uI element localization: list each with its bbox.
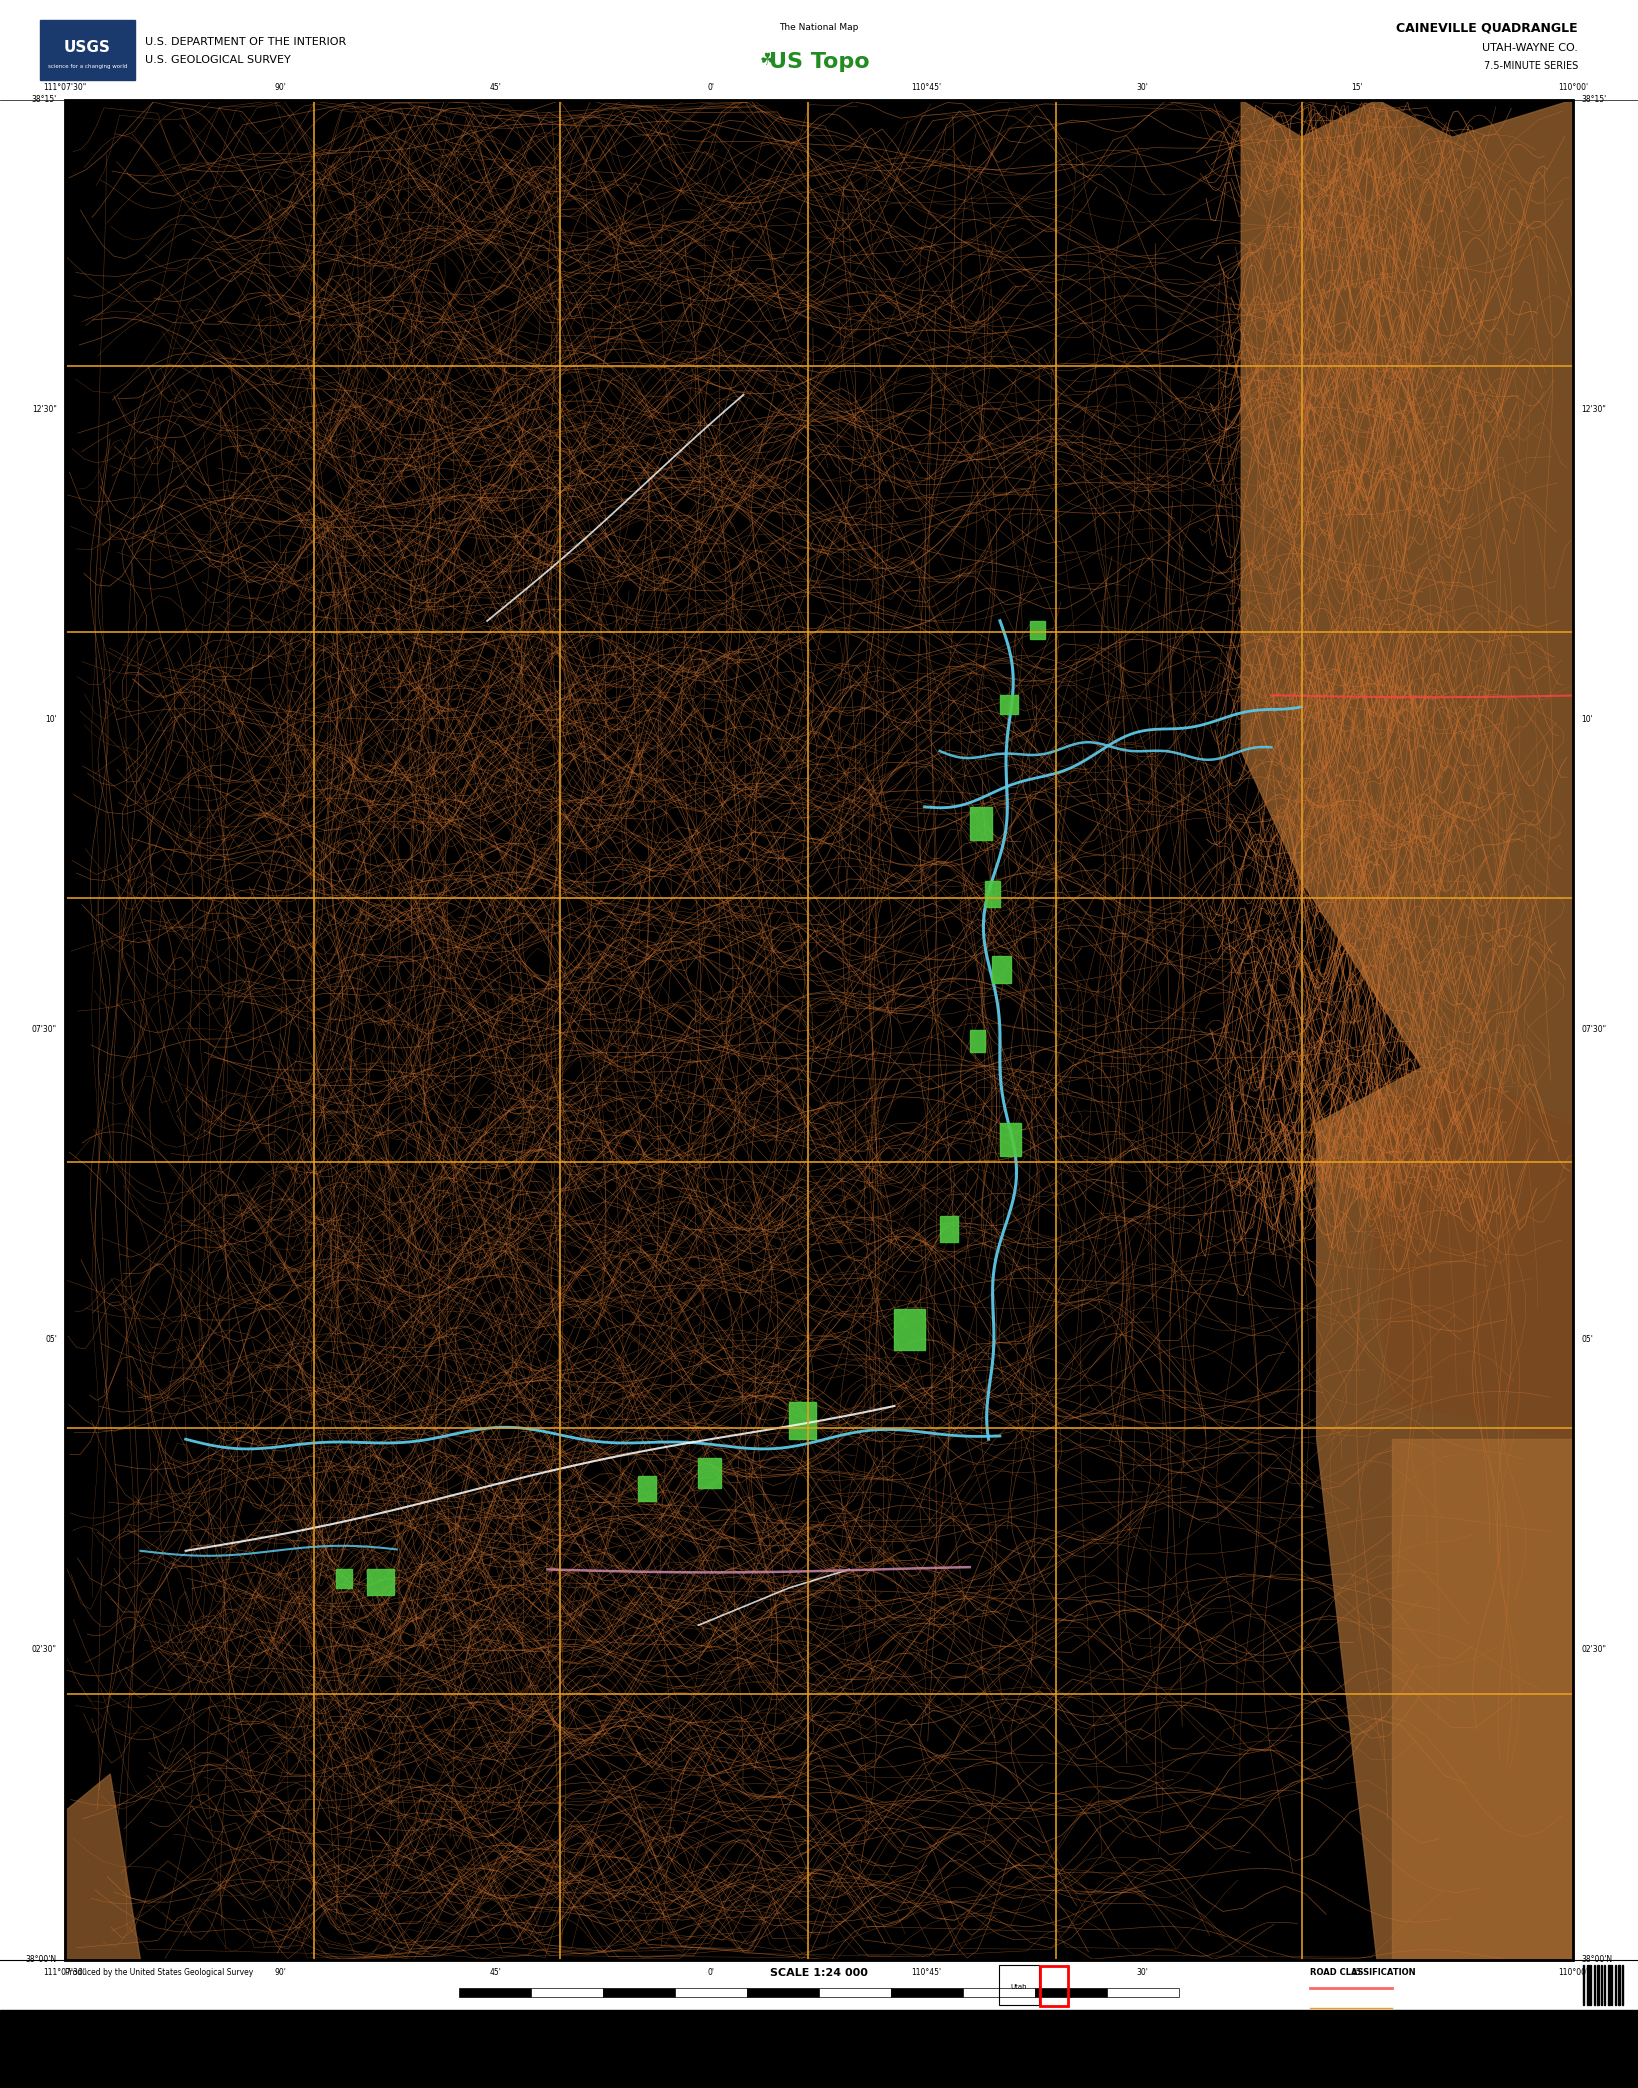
Text: 110°00': 110°00' xyxy=(1558,1969,1589,1977)
Text: 12'30": 12'30" xyxy=(1581,405,1605,416)
Text: 05': 05' xyxy=(46,1336,57,1345)
Text: 07'30": 07'30" xyxy=(1581,1025,1607,1034)
Bar xyxy=(39,21,134,79)
Bar xyxy=(940,1215,958,1242)
Text: science for a changing world: science for a changing world xyxy=(48,65,128,69)
Text: 110°45': 110°45' xyxy=(912,1969,942,1977)
Text: 111°07'30": 111°07'30" xyxy=(43,84,87,92)
Text: 38°00'N: 38°00'N xyxy=(1581,1956,1612,1965)
Bar xyxy=(336,1570,352,1589)
Text: 45': 45' xyxy=(490,84,501,92)
Polygon shape xyxy=(66,1775,141,1961)
Text: CAINEVILLE QUADRANGLE: CAINEVILLE QUADRANGLE xyxy=(1396,21,1577,35)
Text: 15': 15' xyxy=(1351,1969,1363,1977)
Bar xyxy=(603,1988,675,1996)
Bar xyxy=(790,1401,816,1439)
Bar xyxy=(970,806,993,839)
Polygon shape xyxy=(1242,100,1572,1123)
Text: 110°45': 110°45' xyxy=(912,84,942,92)
Bar xyxy=(891,1988,963,1996)
Text: 0': 0' xyxy=(708,84,714,92)
Polygon shape xyxy=(1361,1067,1572,1439)
Text: ☘: ☘ xyxy=(760,50,775,69)
Bar xyxy=(999,1965,1038,2004)
Text: US Topo: US Topo xyxy=(768,52,870,71)
Bar xyxy=(819,1988,891,1996)
Bar xyxy=(984,881,999,908)
Text: 111°07'30": 111°07'30" xyxy=(43,1969,87,1977)
Text: ROAD CLASSIFICATION: ROAD CLASSIFICATION xyxy=(1310,1969,1415,1977)
Bar xyxy=(999,1123,1020,1157)
Text: Utah: Utah xyxy=(1011,1984,1027,1990)
Text: U.S. GEOLOGICAL SURVEY: U.S. GEOLOGICAL SURVEY xyxy=(146,54,292,65)
Bar xyxy=(993,956,1011,983)
Text: U.S. DEPARTMENT OF THE INTERIOR: U.S. DEPARTMENT OF THE INTERIOR xyxy=(146,38,346,48)
Bar xyxy=(0,2011,1638,2088)
Text: 90': 90' xyxy=(275,1969,287,1977)
Polygon shape xyxy=(1317,1067,1572,1961)
Text: 110°00': 110°00' xyxy=(1558,84,1589,92)
Text: 10': 10' xyxy=(1581,716,1592,725)
Text: 02'30": 02'30" xyxy=(33,1645,57,1654)
Bar xyxy=(66,100,1572,1961)
Bar xyxy=(675,1988,747,1996)
Polygon shape xyxy=(1392,1439,1572,1961)
Text: Produced by the United States Geological Survey: Produced by the United States Geological… xyxy=(66,1969,254,1977)
Bar xyxy=(1107,1988,1179,1996)
Text: 12'30": 12'30" xyxy=(33,405,57,416)
Text: The National Map: The National Map xyxy=(780,23,858,33)
Bar xyxy=(639,1476,657,1501)
Text: 02'30": 02'30" xyxy=(1581,1645,1605,1654)
Text: 30': 30' xyxy=(1137,1969,1148,1977)
Text: USGS: USGS xyxy=(64,40,111,54)
Bar xyxy=(1597,1965,1599,2004)
Text: 05': 05' xyxy=(1581,1336,1592,1345)
Bar xyxy=(459,1988,531,1996)
Text: 7.5-MINUTE SERIES: 7.5-MINUTE SERIES xyxy=(1484,61,1577,71)
Text: 10': 10' xyxy=(46,716,57,725)
Bar xyxy=(747,1988,819,1996)
Text: 38°15': 38°15' xyxy=(31,96,57,104)
Bar xyxy=(963,1988,1035,1996)
Text: 15': 15' xyxy=(1351,84,1363,92)
Text: SCALE 1:24 000: SCALE 1:24 000 xyxy=(770,1969,868,1977)
Text: 45': 45' xyxy=(490,1969,501,1977)
Bar xyxy=(970,1029,984,1052)
Text: 38°15': 38°15' xyxy=(1581,96,1607,104)
Bar xyxy=(698,1457,721,1487)
Bar xyxy=(1035,1988,1107,1996)
Bar xyxy=(894,1309,924,1351)
Bar xyxy=(1040,1967,1068,2007)
Text: UTAH-WAYNE CO.: UTAH-WAYNE CO. xyxy=(1482,44,1577,52)
Text: 07'30": 07'30" xyxy=(31,1025,57,1034)
Bar xyxy=(1030,620,1045,639)
Text: 38°00'N: 38°00'N xyxy=(26,1956,57,1965)
Bar xyxy=(1607,1965,1610,2004)
Bar xyxy=(367,1570,393,1595)
Text: 90': 90' xyxy=(275,84,287,92)
Bar xyxy=(66,100,1572,1961)
Text: 0': 0' xyxy=(708,1969,714,1977)
Text: 30': 30' xyxy=(1137,84,1148,92)
Bar xyxy=(1587,1965,1589,2004)
Bar xyxy=(1618,1965,1620,2004)
Bar xyxy=(531,1988,603,1996)
Bar xyxy=(999,695,1019,714)
